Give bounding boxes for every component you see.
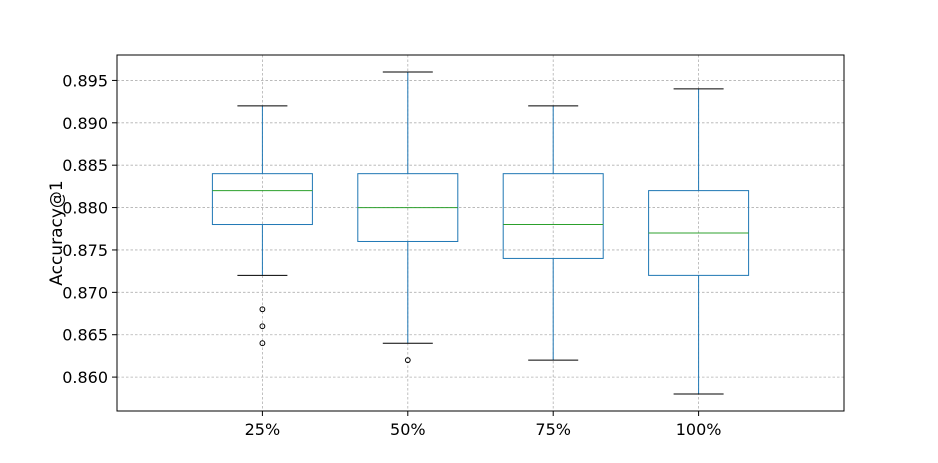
outlier-point xyxy=(259,306,266,313)
y-tick-label: 0.870 xyxy=(62,283,108,302)
y-tick-label: 0.865 xyxy=(62,326,108,345)
x-tick-label: 50% xyxy=(390,420,426,439)
box-25pct xyxy=(211,105,313,347)
x-tick-label: 100% xyxy=(676,420,722,439)
y-axis-label: Accuracy@1 xyxy=(47,180,67,285)
y-tick-label: 0.875 xyxy=(62,241,108,260)
y-tick-label: 0.880 xyxy=(62,199,108,218)
outlier-point xyxy=(404,357,411,364)
y-axis: 0.860 0.865 0.870 0.875 0.880 0.885 0.890 0.895 xyxy=(62,71,117,387)
iqr-box xyxy=(502,173,604,259)
y-tick-label: 0.860 xyxy=(62,368,108,387)
plot-frame xyxy=(116,54,845,412)
outlier-point xyxy=(259,323,266,330)
outlier-point xyxy=(259,340,266,347)
x-tick-label: 25% xyxy=(245,420,281,439)
box-100pct xyxy=(648,88,750,395)
y-tick-label: 0.890 xyxy=(62,114,108,133)
x-tick-label: 75% xyxy=(535,420,571,439)
iqr-box xyxy=(211,173,313,226)
x-axis: 25% 50% 75% 100% xyxy=(245,411,722,439)
box-50pct xyxy=(357,71,459,364)
y-tick-label: 0.885 xyxy=(62,156,108,175)
box-75pct xyxy=(502,105,604,361)
y-tick-label: 0.895 xyxy=(62,71,108,90)
plot-area xyxy=(211,71,750,395)
